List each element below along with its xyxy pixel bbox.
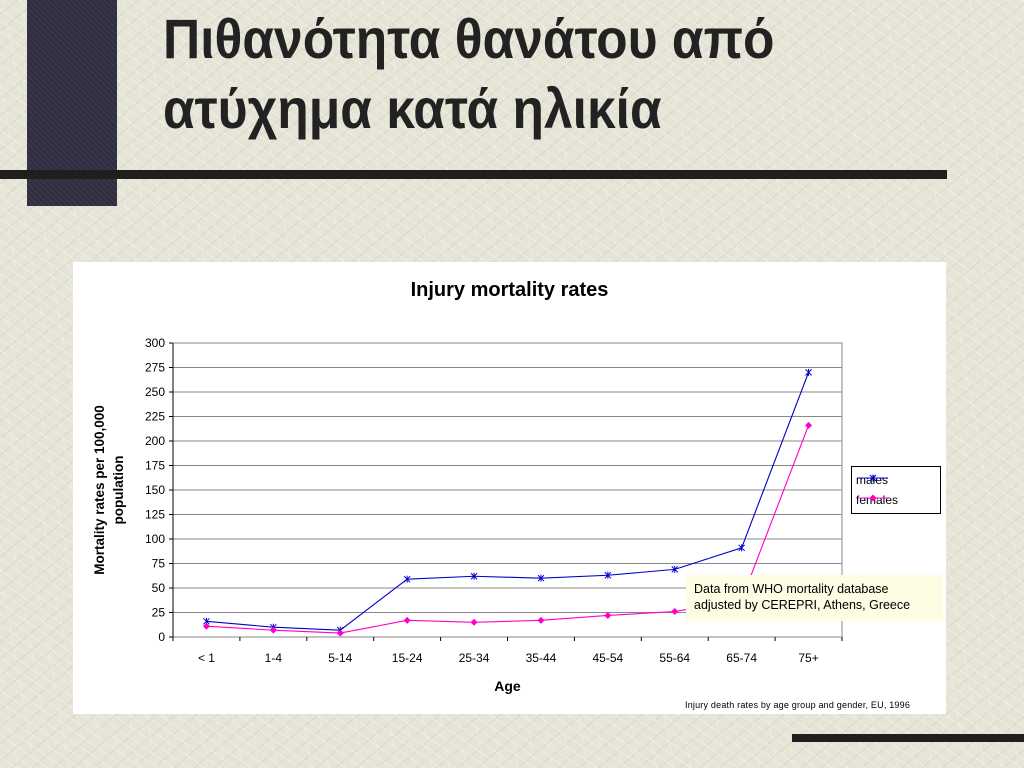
chart-svg: 0 25 50 75 100 125 150 175 200 225 250 275 300 < 1 1-4… bbox=[92, 336, 843, 694]
y-tick-label: 100 bbox=[145, 532, 165, 546]
source-caption: Injury death rates by age group and gend… bbox=[685, 700, 911, 710]
chart-legend: males females bbox=[851, 466, 941, 514]
y-tick-label: 25 bbox=[152, 606, 166, 620]
x-tick-label: 15-24 bbox=[392, 651, 423, 665]
x-tick-label: 35-44 bbox=[526, 651, 557, 665]
x-tick-label: 65-74 bbox=[726, 651, 757, 665]
data-point-females bbox=[403, 616, 411, 624]
x-tick-label: 25-34 bbox=[459, 651, 490, 665]
legend-label-females: females bbox=[856, 493, 899, 507]
slide-title-line2: ατύχημα κατά ηλικία bbox=[163, 77, 662, 140]
data-point-females bbox=[269, 626, 277, 634]
data-point-males bbox=[537, 574, 545, 582]
data-point-females bbox=[470, 618, 478, 626]
data-point-females bbox=[336, 629, 344, 637]
data-point-females bbox=[202, 622, 210, 630]
data-point-males bbox=[403, 575, 411, 583]
y-axis-title: Mortality rates per 100,000 population bbox=[92, 405, 126, 575]
slide-title: Πιθανότητα θανάτου από ατύχημα κατά ηλικ… bbox=[163, 4, 899, 144]
y-tick-label: 250 bbox=[145, 385, 165, 399]
legend-swatch-males bbox=[858, 474, 888, 482]
data-point-females bbox=[537, 616, 545, 624]
x-tick-label: 55-64 bbox=[659, 651, 690, 665]
y-tick-label: 175 bbox=[145, 459, 165, 473]
y-tick-label: 50 bbox=[152, 581, 166, 595]
chart-title: Injury mortality rates bbox=[410, 279, 609, 301]
x-tick-label: 5-14 bbox=[328, 651, 352, 665]
data-point-males bbox=[738, 544, 746, 552]
y-tick-label: 225 bbox=[145, 410, 165, 424]
legend-swatch-females bbox=[858, 494, 888, 502]
data-point-males bbox=[671, 565, 679, 573]
top-rule bbox=[0, 170, 947, 179]
legend-item-males: males bbox=[856, 471, 888, 489]
x-tick-label: 45-54 bbox=[592, 651, 623, 665]
chart-panel: Injury mortality rates 0 25 50 75 100 125 150 1… bbox=[73, 262, 946, 714]
data-source-note: Data from WHO mortality database adjuste… bbox=[686, 575, 943, 621]
x-tick-label: < 1 bbox=[198, 651, 215, 665]
y-tick-label: 300 bbox=[145, 336, 165, 350]
slide-title-line1: Πιθανότητα θανάτου από bbox=[163, 7, 775, 70]
bottom-rule bbox=[792, 734, 1024, 742]
data-point-males bbox=[805, 368, 812, 376]
x-tick-label: 75+ bbox=[798, 651, 818, 665]
data-point-males bbox=[470, 572, 478, 580]
data-point-females bbox=[671, 608, 679, 616]
y-tick-label: 0 bbox=[158, 630, 165, 644]
data-point-males bbox=[604, 571, 612, 579]
data-point-females bbox=[604, 611, 612, 619]
y-tick-label: 200 bbox=[145, 434, 165, 448]
series-line-males bbox=[206, 372, 810, 631]
y-tick-label: 75 bbox=[152, 557, 166, 571]
x-tick-label: 1-4 bbox=[265, 651, 283, 665]
y-tick-label: 125 bbox=[145, 508, 165, 522]
y-tick-label: 150 bbox=[145, 483, 165, 497]
data-point-females bbox=[805, 421, 813, 429]
y-tick-label: 275 bbox=[145, 361, 165, 375]
legend-label-males: males bbox=[856, 473, 889, 487]
legend-item-females: females bbox=[856, 491, 898, 509]
x-axis-title: Age bbox=[494, 678, 521, 694]
